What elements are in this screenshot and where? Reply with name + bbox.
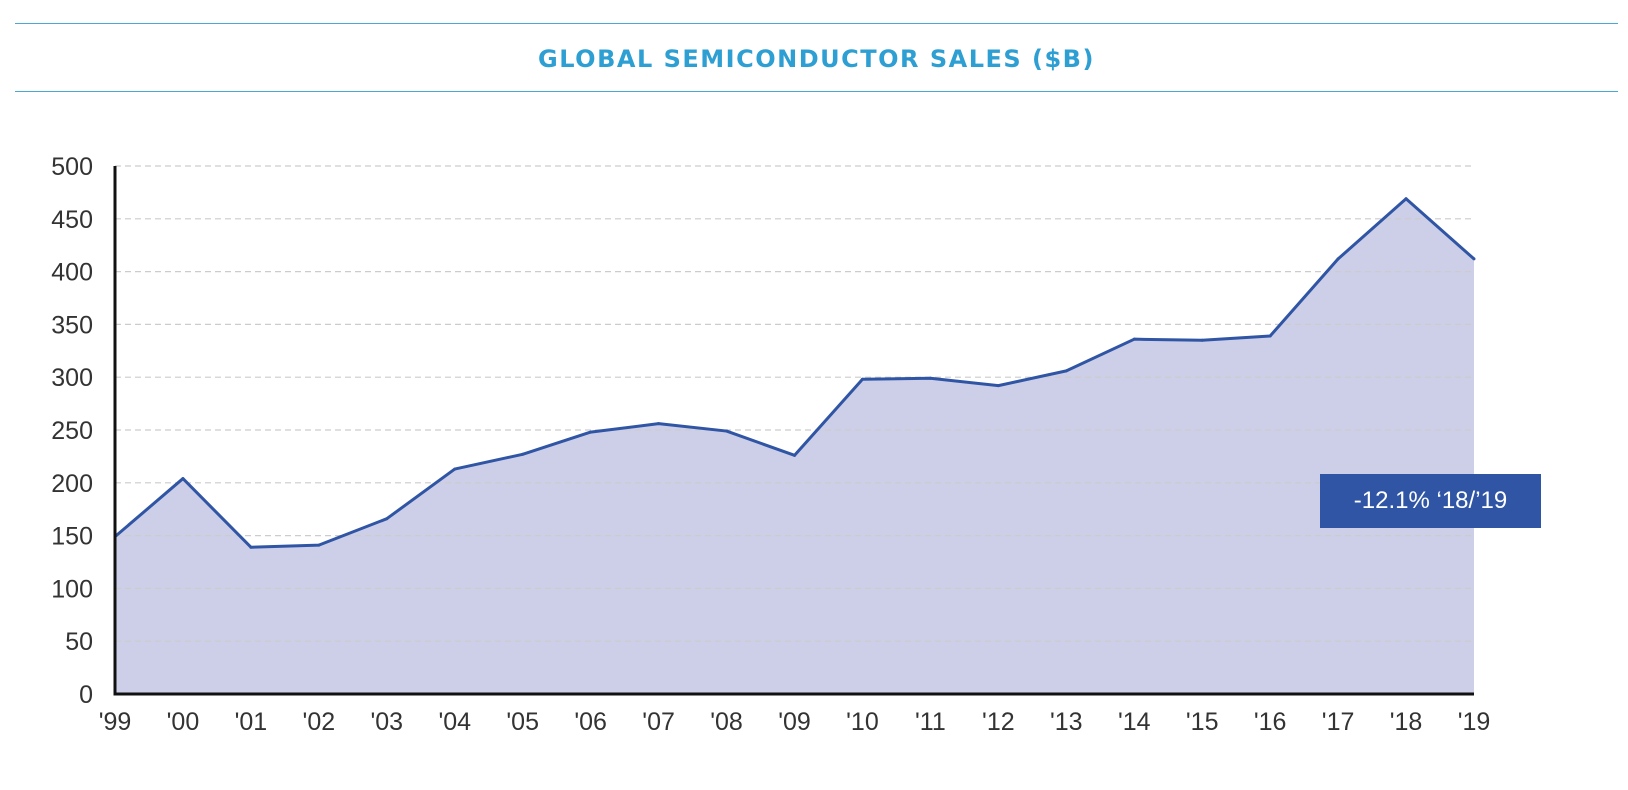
data-point	[589, 430, 593, 434]
y-tick-label: 350	[51, 311, 93, 339]
x-tick-label: '12	[982, 708, 1015, 736]
data-point	[725, 429, 729, 433]
data-point	[1472, 257, 1476, 261]
data-point	[385, 517, 389, 521]
data-point	[453, 467, 457, 471]
y-tick-label: 100	[51, 575, 93, 603]
data-point	[1404, 197, 1408, 201]
data-point	[1064, 369, 1068, 373]
x-tick-label: '15	[1186, 708, 1219, 736]
x-tick-label: '09	[778, 708, 811, 736]
x-tick-label: '16	[1254, 708, 1287, 736]
data-point	[793, 453, 796, 457]
data-point	[657, 422, 661, 426]
x-tick-label: '03	[371, 708, 404, 736]
data-point	[1132, 337, 1136, 341]
x-tick-label: '01	[235, 708, 268, 736]
x-tick-label: '05	[506, 708, 539, 736]
data-point	[1200, 338, 1204, 342]
x-tick-label: '19	[1458, 708, 1491, 736]
y-tick-label: 200	[51, 470, 93, 498]
x-tick-label: '18	[1390, 708, 1423, 736]
x-tick-label: '11	[915, 708, 946, 736]
y-tick-label: 450	[51, 206, 93, 234]
x-tick-label: '99	[99, 708, 132, 736]
y-tick-label: 0	[79, 681, 93, 709]
data-point	[317, 543, 321, 547]
data-point	[928, 376, 932, 380]
series-area	[115, 198, 1474, 694]
y-tick-label: 250	[51, 417, 93, 445]
data-point	[1336, 257, 1340, 261]
change-callout-label: -12.1% ‘18/’19	[1353, 487, 1508, 514]
data-point	[860, 377, 864, 381]
y-tick-label: 500	[51, 153, 93, 181]
x-tick-label: '14	[1118, 708, 1151, 736]
x-tick-label: '08	[710, 708, 743, 736]
change-callout: -12.1% ‘18/’19	[1320, 474, 1541, 528]
y-tick-label: 150	[51, 523, 93, 551]
x-tick-label: '02	[303, 708, 336, 736]
y-tick-label: 300	[51, 364, 93, 392]
data-point	[181, 477, 185, 481]
x-tick-label: '17	[1322, 708, 1355, 736]
y-tick-label: 400	[51, 259, 93, 287]
x-tick-label: '07	[642, 708, 675, 736]
x-tick-label: '04	[438, 708, 471, 736]
data-point	[996, 384, 1000, 388]
x-tick-label: '10	[846, 708, 879, 736]
x-tick-label: '06	[574, 708, 607, 736]
x-tick-label: '13	[1050, 708, 1083, 736]
data-point	[249, 545, 253, 549]
data-point	[521, 452, 525, 456]
x-tick-label: '00	[167, 708, 200, 736]
y-tick-label: 50	[65, 628, 93, 656]
data-point	[1268, 334, 1272, 338]
title-band: GLOBAL SEMICONDUCTOR SALES ($B)	[15, 23, 1618, 92]
chart-title: GLOBAL SEMICONDUCTOR SALES ($B)	[538, 44, 1095, 73]
